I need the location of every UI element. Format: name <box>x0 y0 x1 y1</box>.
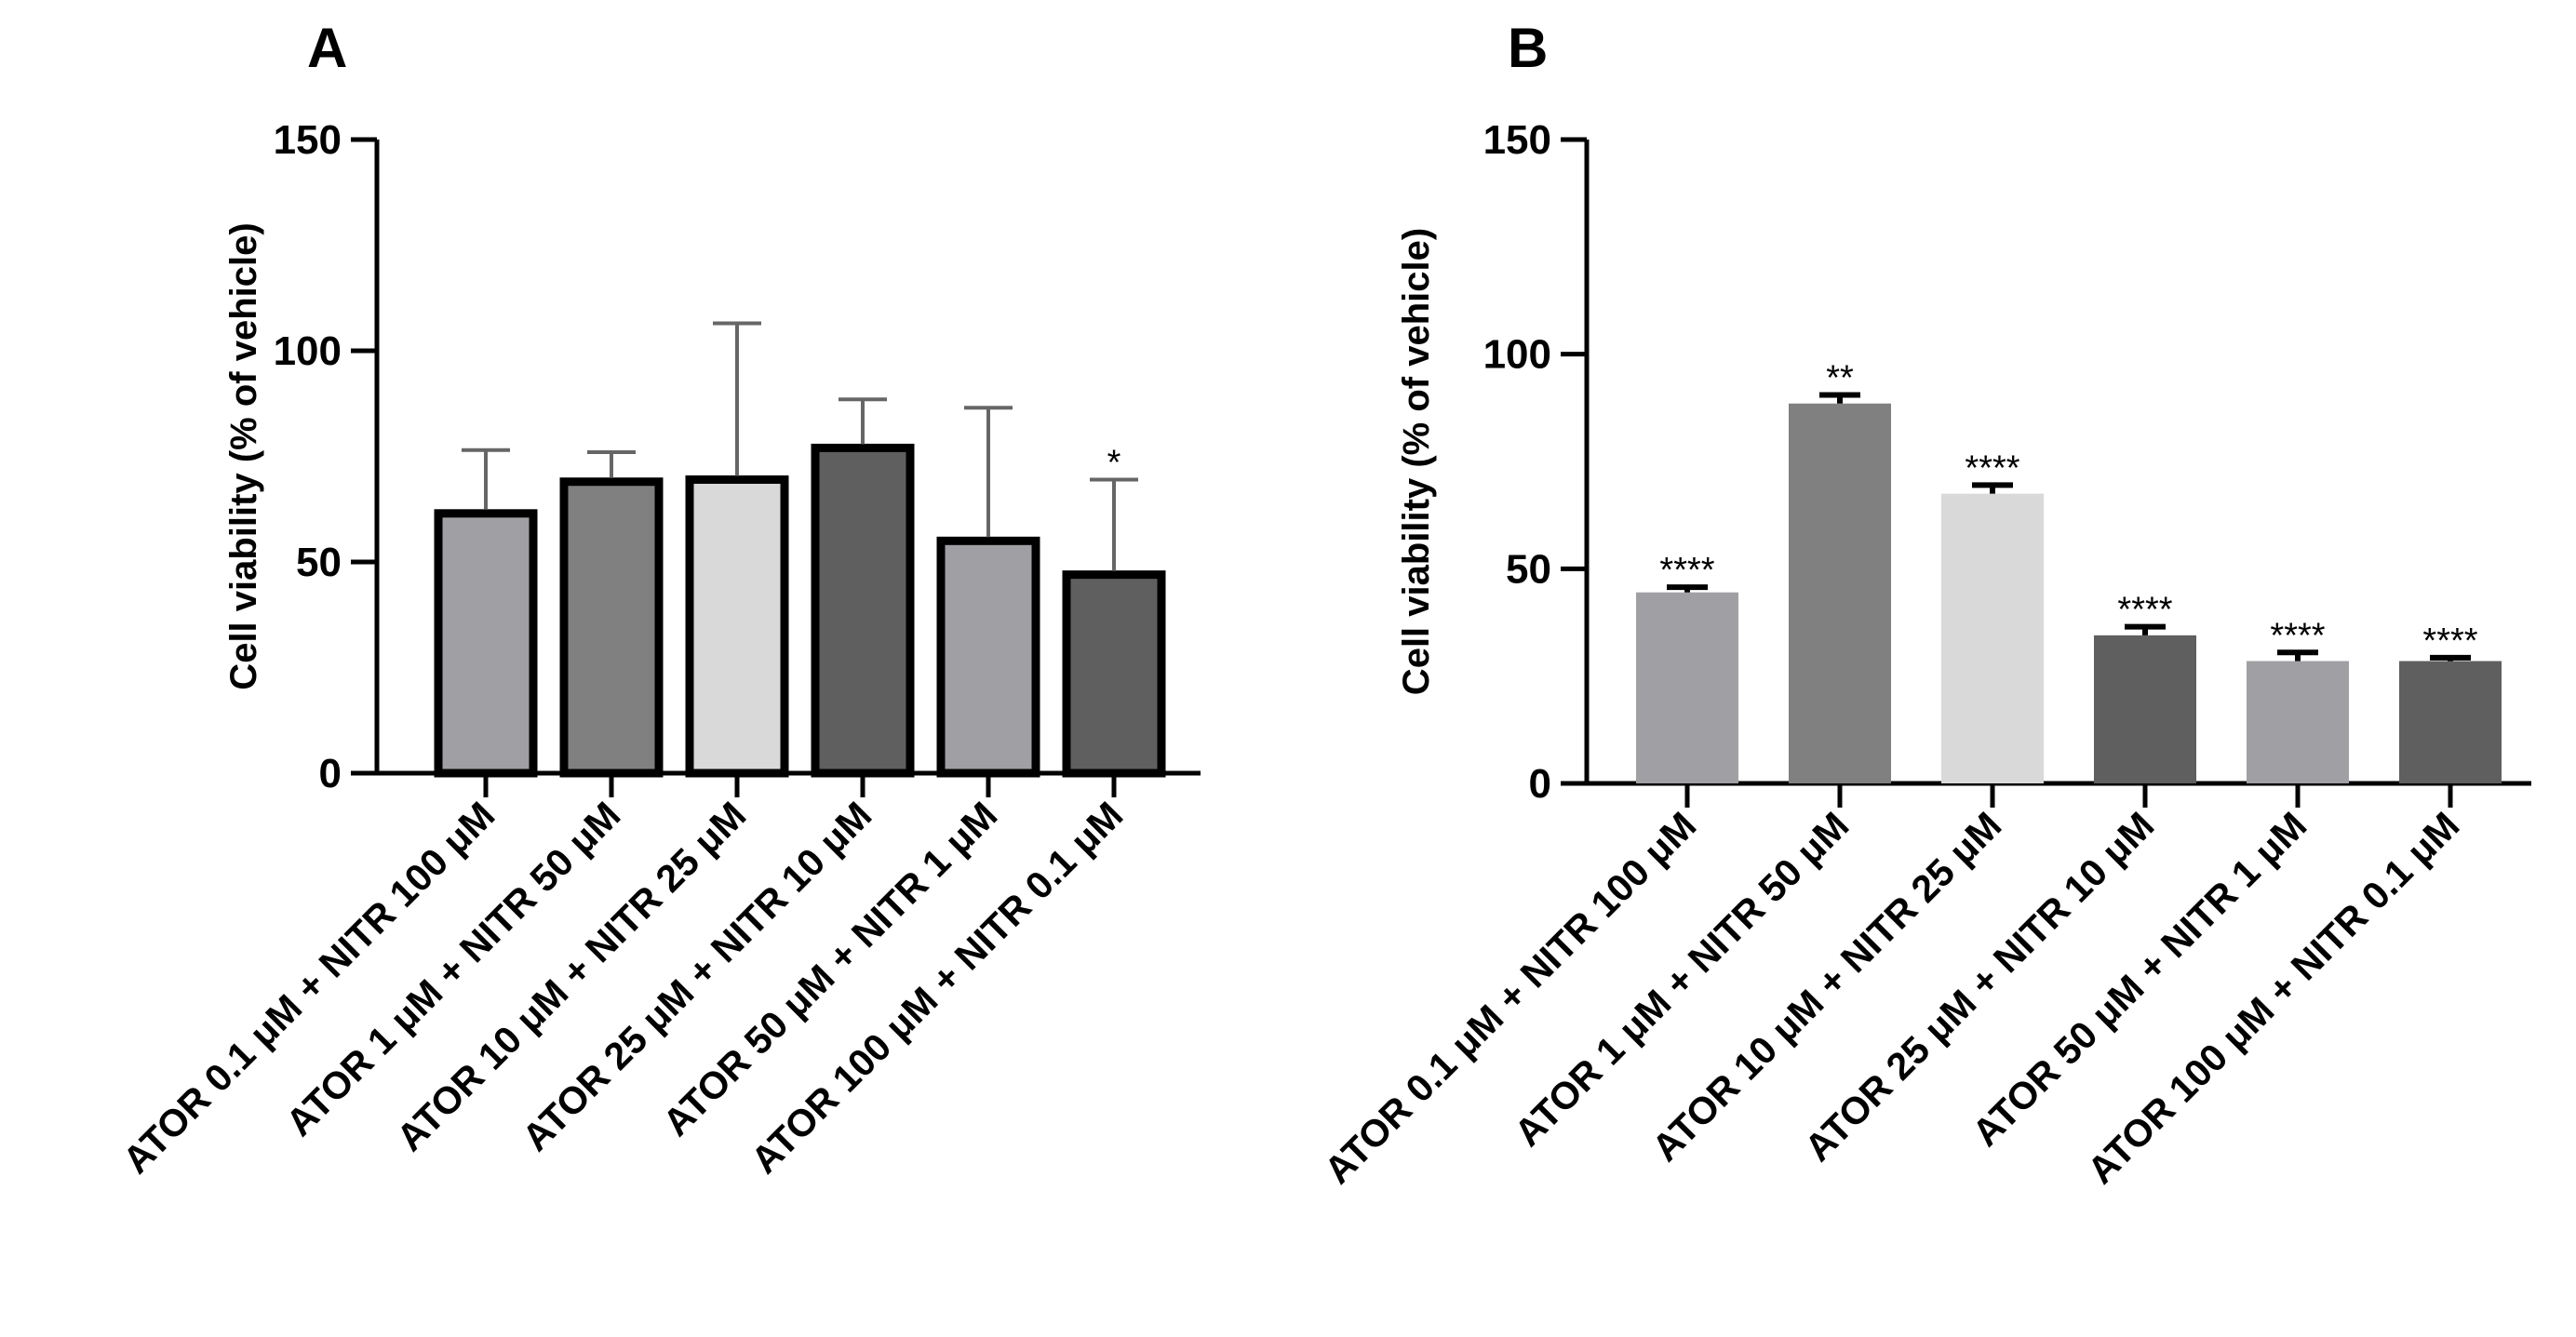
bar-4 <box>2094 635 2196 783</box>
bar-6 <box>1062 570 1166 778</box>
bar-5 <box>936 536 1040 778</box>
y-tick-label: 100 <box>274 328 342 374</box>
y-tick-label: 150 <box>1483 117 1551 163</box>
bar-2 <box>1789 403 1891 783</box>
significance-marker-1: **** <box>1659 551 1714 590</box>
bar-2 <box>559 477 664 778</box>
significance-marker-2: ** <box>1826 358 1854 397</box>
significance-marker-6: * <box>1107 443 1121 482</box>
significance-marker-6: **** <box>2422 622 2477 661</box>
panel-letter: B <box>1508 17 1548 79</box>
y-tick-label: 50 <box>1506 546 1551 592</box>
y-tick-label: 0 <box>1529 761 1551 807</box>
y-tick-label: 50 <box>296 540 342 585</box>
significance-marker-4: **** <box>2117 591 2172 630</box>
y-tick-label: 0 <box>319 751 342 796</box>
significance-marker-5: **** <box>2270 616 2325 655</box>
y-axis-label: Cell viability (% of vehicle) <box>1396 228 1437 695</box>
panel-b: B Cell viability (% of vehicle) 0 50 100 150 *… <box>1316 17 2531 1192</box>
bar-4 <box>811 443 915 778</box>
bar-1 <box>1636 592 1738 783</box>
panel-letter: A <box>307 17 347 79</box>
bar-6 <box>2399 661 2502 783</box>
y-axis-label: Cell viability (% of vehicle) <box>223 222 264 689</box>
bar-5 <box>2247 661 2349 783</box>
y-tick-label: 150 <box>274 117 342 163</box>
bar-3 <box>685 475 789 778</box>
bar-3 <box>1941 493 2044 783</box>
y-tick-label: 100 <box>1483 332 1551 378</box>
significance-marker-3: **** <box>1965 448 2019 488</box>
bar-1 <box>434 509 538 778</box>
